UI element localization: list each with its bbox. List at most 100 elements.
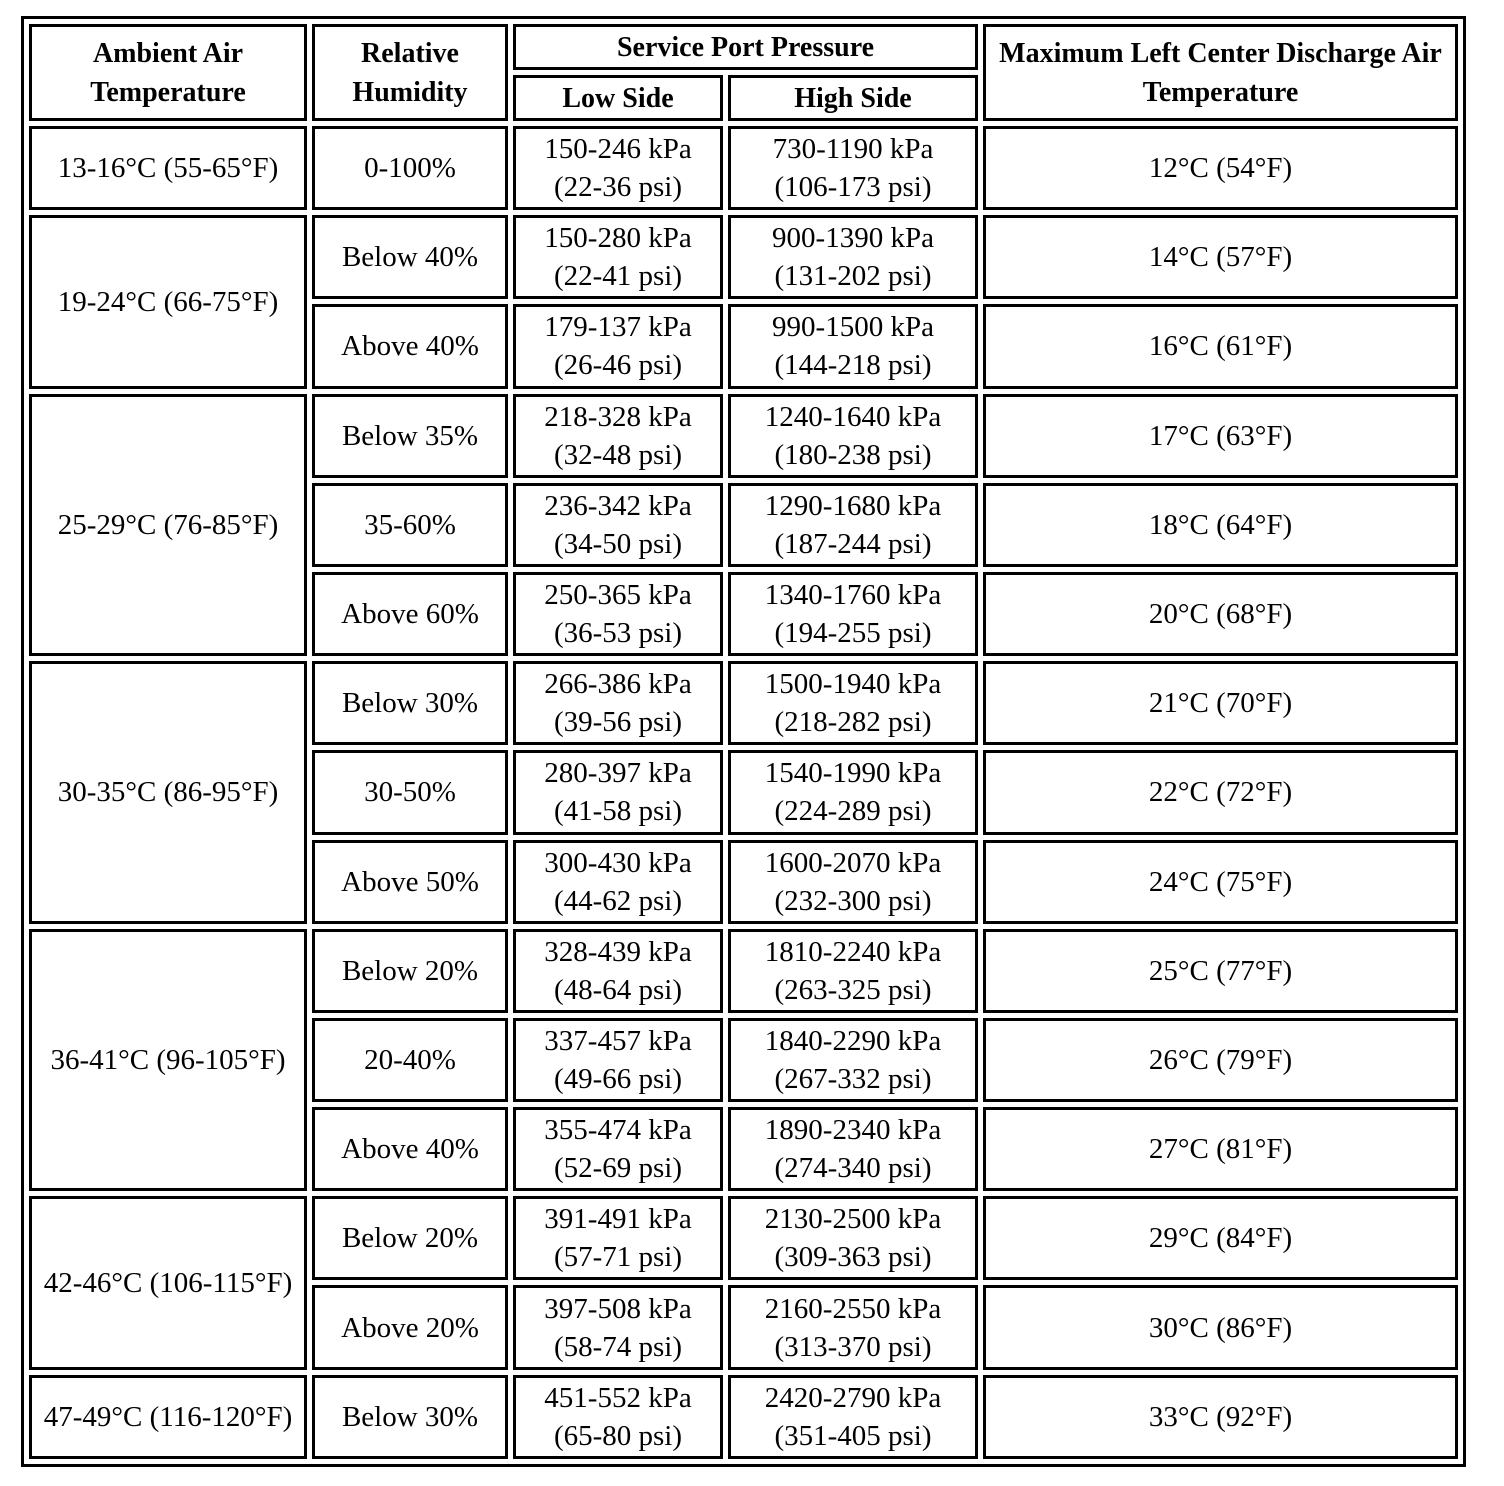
humidity-cell: 20-40% xyxy=(312,1017,508,1103)
discharge-temperature-cell: 30°C (86°F) xyxy=(983,1285,1458,1370)
low-side-pressure-cell-line: (44-62 psi) xyxy=(553,884,683,917)
high-side-pressure-cell-line: 1540-1990 kPa xyxy=(764,757,942,790)
low-side-pressure-cell-line: (39-56 psi) xyxy=(553,706,683,739)
discharge-temperature-cell: 27°C (81°F) xyxy=(983,1107,1458,1192)
header-discharge-air-temperature: Maximum Left Center Discharge Air Temper… xyxy=(983,24,1458,121)
high-side-pressure-cell-line: 1600-2070 kPa xyxy=(764,846,942,879)
humidity-cell: 0-100% xyxy=(312,126,508,211)
high-side-pressure-cell-line: 1290-1680 kPa xyxy=(764,489,942,522)
humidity-cell: Above 20% xyxy=(312,1285,508,1370)
low-side-pressure-cell-line: (22-36 psi) xyxy=(553,171,683,204)
low-side-pressure-cell-line: 250-365 kPa xyxy=(544,579,692,612)
low-side-pressure-cell-line: 300-430 kPa xyxy=(544,846,692,879)
humidity-cell: Below 40% xyxy=(312,215,508,300)
high-side-pressure-cell: 1240-1640 kPa (180-238 psi) xyxy=(728,393,978,478)
table-row: 20-40% 337-457 kPa (49-66 psi) 1840-2290 kP… xyxy=(29,1017,1458,1103)
table-row: Above 60% 250-365 kPa (36-53 psi) 1340-1760… xyxy=(29,571,1458,657)
low-side-pressure-cell-line: 328-439 kPa xyxy=(544,935,692,968)
ac-performance-table: Ambient Air Temperature Relative Humidit… xyxy=(21,16,1466,1467)
high-side-pressure-cell-line: 2160-2550 kPa xyxy=(764,1292,942,1325)
table-row: 13-16°C (55-65°F) 0-100% 150-246 kPa (22-36… xyxy=(29,126,1458,211)
humidity-cell: Below 35% xyxy=(312,393,508,478)
header-relative-humidity: Relative Humidity xyxy=(312,24,508,121)
low-side-pressure-cell-line: (32-48 psi) xyxy=(553,438,683,471)
low-side-pressure-cell: 397-508 kPa (58-74 psi) xyxy=(513,1285,723,1370)
discharge-temperature-cell: 22°C (72°F) xyxy=(983,750,1458,835)
high-side-pressure-cell: 1500-1940 kPa (218-282 psi) xyxy=(728,661,978,746)
high-side-pressure-cell: 1810-2240 kPa (263-325 psi) xyxy=(728,928,978,1013)
low-side-pressure-cell-line: (34-50 psi) xyxy=(553,527,683,560)
ambient-temperature-cell: 30-35°C (86-95°F) xyxy=(29,661,307,924)
low-side-pressure-cell: 328-439 kPa (48-64 psi) xyxy=(513,928,723,1013)
header-low-side: Low Side xyxy=(513,75,723,121)
high-side-pressure-cell: 2130-2500 kPa (309-363 psi) xyxy=(728,1196,978,1281)
low-side-pressure-cell-line: 355-474 kPa xyxy=(544,1114,692,1147)
high-side-pressure-cell-line: (131-202 psi) xyxy=(774,260,932,293)
ambient-temperature-cell: 19-24°C (66-75°F) xyxy=(29,215,307,389)
humidity-cell: Below 20% xyxy=(312,1196,508,1281)
table-row: Above 40% 179-137 kPa (26-46 psi) 990-1500 … xyxy=(29,304,1458,389)
high-side-pressure-cell-line: 900-1390 kPa xyxy=(772,222,934,255)
high-side-pressure-cell-line: 1240-1640 kPa xyxy=(764,400,942,433)
low-side-pressure-cell: 150-280 kPa (22-41 psi) xyxy=(513,215,723,300)
table-row: Above 20% 397-508 kPa (58-74 psi) 2160-2550… xyxy=(29,1285,1458,1370)
high-side-pressure-cell-line: (194-255 psi) xyxy=(774,617,932,650)
high-side-pressure-cell-line: 1340-1760 kPa xyxy=(764,579,942,612)
table-row: 30-50% 280-397 kPa (41-58 psi) 1540-1990 kP… xyxy=(29,750,1458,835)
low-side-pressure-cell-line: 451-552 kPa xyxy=(544,1381,692,1414)
low-side-pressure-cell-line: 150-280 kPa xyxy=(544,222,692,255)
low-side-pressure-cell: 179-137 kPa (26-46 psi) xyxy=(513,304,723,389)
discharge-temperature-cell: 20°C (68°F) xyxy=(983,571,1458,657)
humidity-cell: Above 50% xyxy=(312,839,508,924)
humidity-cell: Below 30% xyxy=(312,1374,508,1459)
high-side-pressure-cell: 1540-1990 kPa (224-289 psi) xyxy=(728,750,978,835)
high-side-pressure-cell: 1290-1680 kPa (187-244 psi) xyxy=(728,482,978,567)
low-side-pressure-cell: 236-342 kPa (34-50 psi) xyxy=(513,482,723,567)
ambient-temperature-cell: 47-49°C (116-120°F) xyxy=(29,1374,307,1459)
low-side-pressure-cell-line: 391-491 kPa xyxy=(544,1203,692,1236)
humidity-cell: Above 60% xyxy=(312,571,508,657)
header-ambient-temperature: Ambient Air Temperature xyxy=(29,24,307,121)
discharge-temperature-cell: 24°C (75°F) xyxy=(983,839,1458,924)
table-row: Above 40% 355-474 kPa (52-69 psi) 1890-2340… xyxy=(29,1107,1458,1192)
high-side-pressure-cell-line: (180-238 psi) xyxy=(774,438,932,471)
high-side-pressure-cell-line: (274-340 psi) xyxy=(774,1152,932,1185)
low-side-pressure-cell-line: (65-80 psi) xyxy=(553,1419,683,1452)
high-side-pressure-cell: 2160-2550 kPa (313-370 psi) xyxy=(728,1285,978,1370)
low-side-pressure-cell: 300-430 kPa (44-62 psi) xyxy=(513,839,723,924)
high-side-pressure-cell-line: 2420-2790 kPa xyxy=(764,1381,942,1414)
high-side-pressure-cell-line: 1810-2240 kPa xyxy=(764,935,942,968)
low-side-pressure-cell-line: (49-66 psi) xyxy=(553,1062,683,1095)
ambient-temperature-cell: 36-41°C (96-105°F) xyxy=(29,928,307,1192)
discharge-temperature-cell: 12°C (54°F) xyxy=(983,126,1458,211)
discharge-temperature-cell: 21°C (70°F) xyxy=(983,661,1458,746)
high-side-pressure-cell-line: (313-370 psi) xyxy=(774,1330,932,1363)
low-side-pressure-cell-line: 150-246 kPa xyxy=(544,133,692,166)
low-side-pressure-cell-line: (58-74 psi) xyxy=(553,1330,683,1363)
table-row: 36-41°C (96-105°F) Below 20% 328-439 kPa (4… xyxy=(29,928,1458,1192)
high-side-pressure-cell-line: (267-332 psi) xyxy=(774,1062,932,1095)
low-side-pressure-cell-line: (26-46 psi) xyxy=(553,349,683,382)
low-side-pressure-cell-line: 397-508 kPa xyxy=(544,1292,692,1325)
high-side-pressure-cell: 1890-2340 kPa (274-340 psi) xyxy=(728,1107,978,1192)
ambient-temperature-cell: 13-16°C (55-65°F) xyxy=(29,126,307,211)
table-row: 30-35°C (86-95°F) Below 30% 266-386 kPa (39… xyxy=(29,661,1458,924)
low-side-pressure-cell-line: 280-397 kPa xyxy=(544,757,692,790)
ambient-temperature-cell: 42-46°C (106-115°F) xyxy=(29,1196,307,1370)
table-row: 25-29°C (76-85°F) Below 35% 218-328 kPa (32… xyxy=(29,393,1458,657)
low-side-pressure-cell: 355-474 kPa (52-69 psi) xyxy=(513,1107,723,1192)
high-side-pressure-cell: 1600-2070 kPa (232-300 psi) xyxy=(728,839,978,924)
low-side-pressure-cell-line: (36-53 psi) xyxy=(553,617,683,650)
humidity-cell: 35-60% xyxy=(312,482,508,567)
high-side-pressure-cell-line: 2130-2500 kPa xyxy=(764,1203,942,1236)
high-side-pressure-cell-line: (106-173 psi) xyxy=(774,171,932,204)
humidity-cell: Below 20% xyxy=(312,928,508,1013)
discharge-temperature-cell: 29°C (84°F) xyxy=(983,1196,1458,1281)
discharge-temperature-cell: 33°C (92°F) xyxy=(983,1374,1458,1459)
high-side-pressure-cell-line: 1890-2340 kPa xyxy=(764,1114,942,1147)
table-row: 47-49°C (116-120°F) Below 30% 451-552 kPa (… xyxy=(29,1374,1458,1459)
discharge-temperature-cell: 16°C (61°F) xyxy=(983,304,1458,389)
low-side-pressure-cell-line: 179-137 kPa xyxy=(544,311,692,344)
high-side-pressure-cell-line: 1500-1940 kPa xyxy=(764,668,942,701)
low-side-pressure-cell-line: (48-64 psi) xyxy=(553,973,683,1006)
